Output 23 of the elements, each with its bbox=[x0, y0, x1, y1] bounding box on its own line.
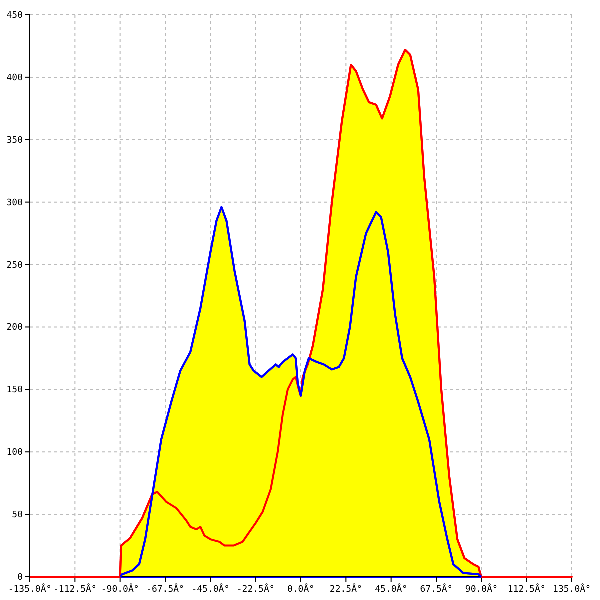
x-tick-label: 45.0Â° bbox=[375, 583, 408, 595]
x-tick-label: 90.0Â° bbox=[465, 583, 498, 595]
y-tick-label: 450 bbox=[6, 11, 23, 21]
x-tick-label: 0.0Â° bbox=[287, 583, 315, 595]
x-tick-label: -112.5Â° bbox=[53, 583, 97, 595]
x-tick-label: -22.5Â° bbox=[236, 583, 275, 595]
y-tick-label: 150 bbox=[6, 386, 23, 396]
x-tick-label: -135.0Â° bbox=[8, 583, 52, 595]
y-tick-label: 350 bbox=[6, 136, 23, 146]
x-tick-label: 22.5Â° bbox=[330, 583, 362, 595]
x-tick-label: -90.0Â° bbox=[101, 583, 140, 595]
y-tick-label: 400 bbox=[6, 73, 23, 84]
x-tick-label: 67.5Â° bbox=[420, 583, 453, 595]
y-tick-label: 250 bbox=[6, 260, 23, 271]
x-tick-label: 135.0Â° bbox=[553, 583, 591, 595]
x-tick-label: -67.5Â° bbox=[146, 583, 184, 595]
y-tick-label: 100 bbox=[6, 448, 23, 458]
y-tick-label: 50 bbox=[12, 510, 23, 521]
y-tick-label: 200 bbox=[6, 323, 23, 334]
x-tick-label: 112.5Â° bbox=[508, 583, 546, 595]
y-tick-label: 300 bbox=[6, 198, 23, 208]
x-tick-label: -45.0Â° bbox=[192, 583, 230, 595]
y-tick-label: 0 bbox=[18, 573, 23, 583]
